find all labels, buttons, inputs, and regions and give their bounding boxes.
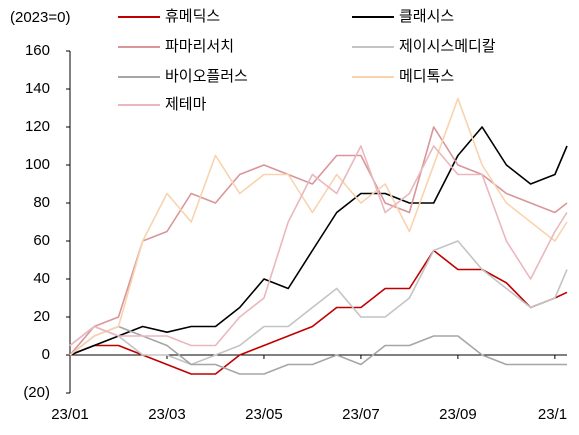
x-tick-label: 23/09 (439, 406, 477, 423)
y-tick-label: 80 (33, 194, 50, 211)
legend-label: 메디톡스 (399, 68, 454, 85)
legend-label: 휴메딕스 (165, 8, 220, 25)
x-tick-label: 23/1 (538, 406, 567, 423)
x-tick-label: 23/05 (245, 406, 283, 423)
y-tick-label: 120 (25, 118, 50, 135)
y-tick-label: 40 (33, 270, 50, 287)
y-axis-unit: (2023=0) (10, 9, 70, 26)
x-tick-label: 23/03 (148, 406, 186, 423)
y-tick-label: 160 (25, 42, 50, 59)
y-tick-label: 140 (25, 80, 50, 97)
legend-label: 클래시스 (399, 8, 454, 25)
legend-label: 바이오플러스 (165, 68, 248, 85)
y-tick-label: 60 (33, 232, 50, 249)
y-tick-label: 100 (25, 156, 50, 173)
x-tick-label: 23/01 (51, 406, 89, 423)
series-line (69, 145, 568, 347)
series-line (69, 97, 568, 356)
legend-label: 제이시스메디칼 (399, 38, 496, 55)
x-tick-label: 23/07 (342, 406, 380, 423)
y-tick-label: (20) (23, 384, 50, 401)
legend-label: 파마리서치 (165, 38, 234, 55)
y-tick-label: 20 (33, 308, 50, 325)
legend-label: 제테마 (165, 96, 207, 113)
series-line (69, 126, 568, 356)
series-line (69, 240, 568, 366)
series-line (69, 249, 568, 375)
series-line (69, 325, 567, 375)
y-tick-label: 0 (42, 346, 50, 363)
